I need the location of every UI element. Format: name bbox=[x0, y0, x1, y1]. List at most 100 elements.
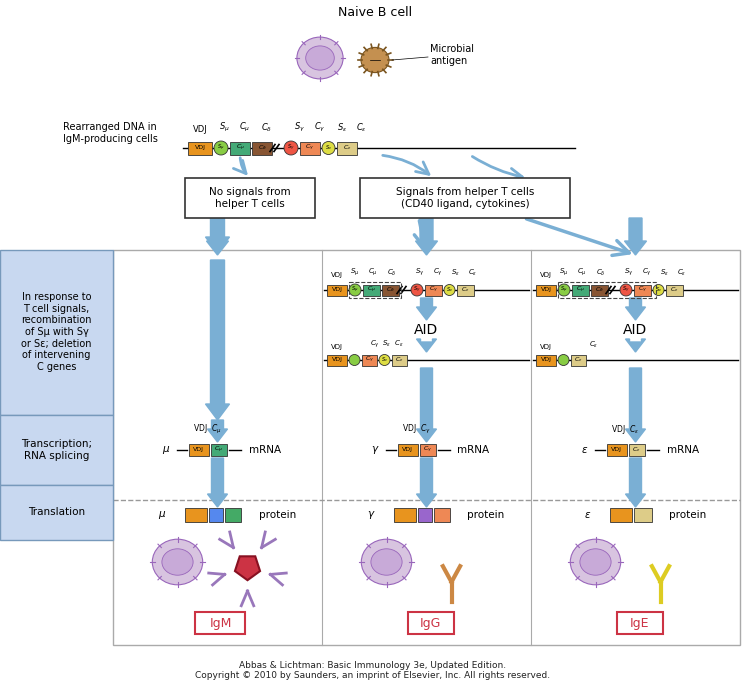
Text: AID: AID bbox=[415, 323, 438, 337]
Text: $C_\mu$: $C_\mu$ bbox=[368, 267, 378, 278]
Bar bbox=[300, 141, 320, 155]
Text: $S_\varepsilon$: $S_\varepsilon$ bbox=[446, 286, 453, 295]
Circle shape bbox=[214, 141, 228, 155]
Text: $S_\varepsilon$: $S_\varepsilon$ bbox=[660, 268, 669, 278]
Ellipse shape bbox=[580, 549, 611, 575]
Text: $C_\mu$: $C_\mu$ bbox=[577, 267, 587, 278]
Bar bbox=[425, 284, 442, 295]
FancyBboxPatch shape bbox=[616, 612, 663, 634]
Bar bbox=[113, 250, 740, 645]
Bar bbox=[394, 508, 415, 522]
Text: $C_\gamma$: $C_\gamma$ bbox=[365, 355, 374, 365]
Text: Translation: Translation bbox=[28, 507, 85, 517]
FancyArrow shape bbox=[625, 339, 645, 352]
Bar bbox=[363, 284, 380, 295]
Ellipse shape bbox=[570, 539, 621, 584]
Text: In response to
T cell signals,
recombination
of Sμ with Sγ
or Sε; deletion
of in: In response to T cell signals, recombina… bbox=[21, 292, 92, 372]
Bar bbox=[0, 415, 113, 485]
Text: $C_\varepsilon$: $C_\varepsilon$ bbox=[461, 286, 470, 295]
Text: $S_\gamma$: $S_\gamma$ bbox=[294, 121, 306, 134]
Text: $C_\delta$: $C_\delta$ bbox=[258, 144, 267, 153]
Ellipse shape bbox=[152, 539, 202, 584]
FancyArrow shape bbox=[417, 298, 436, 320]
Bar bbox=[420, 444, 436, 456]
Circle shape bbox=[379, 354, 390, 365]
Ellipse shape bbox=[162, 549, 193, 575]
Bar bbox=[0, 250, 113, 415]
Bar bbox=[591, 284, 608, 295]
Bar bbox=[666, 284, 683, 295]
Bar bbox=[230, 141, 250, 155]
Text: VDJ: VDJ bbox=[611, 447, 622, 452]
FancyArrow shape bbox=[625, 458, 645, 507]
Bar bbox=[572, 284, 589, 295]
Text: VDJ  $C_\mu$: VDJ $C_\mu$ bbox=[193, 423, 222, 436]
Circle shape bbox=[322, 141, 335, 155]
Bar bbox=[457, 284, 474, 295]
Bar bbox=[362, 354, 377, 365]
Bar bbox=[392, 354, 407, 365]
Text: $S_\gamma$: $S_\gamma$ bbox=[415, 267, 425, 278]
Text: $C_\delta$: $C_\delta$ bbox=[261, 122, 273, 134]
Circle shape bbox=[349, 284, 361, 296]
Bar bbox=[571, 354, 586, 365]
Text: Transcription;
RNA splicing: Transcription; RNA splicing bbox=[21, 439, 92, 461]
Text: $S_\varepsilon$: $S_\varepsilon$ bbox=[450, 268, 459, 278]
FancyBboxPatch shape bbox=[408, 612, 453, 634]
Text: VDJ: VDJ bbox=[540, 344, 552, 350]
Text: $\mu$: $\mu$ bbox=[158, 509, 167, 521]
FancyArrow shape bbox=[208, 458, 228, 507]
Circle shape bbox=[620, 284, 632, 296]
Bar bbox=[225, 508, 241, 522]
Bar bbox=[360, 178, 570, 218]
Text: $\gamma$: $\gamma$ bbox=[367, 509, 376, 521]
Text: $C_\gamma$  $S_\varepsilon$  $C_\varepsilon$: $C_\gamma$ $S_\varepsilon$ $C_\varepsilo… bbox=[371, 339, 404, 350]
Text: $S_\varepsilon$: $S_\varepsilon$ bbox=[381, 356, 388, 365]
Text: Rearranged DNA in
IgM-producing cells: Rearranged DNA in IgM-producing cells bbox=[63, 122, 158, 144]
Text: IgG: IgG bbox=[420, 617, 441, 629]
Bar bbox=[327, 354, 347, 365]
Text: VDJ: VDJ bbox=[193, 125, 208, 134]
Text: Signals from helper T cells
(CD40 ligand, cytokines): Signals from helper T cells (CD40 ligand… bbox=[396, 187, 534, 209]
Text: IgE: IgE bbox=[630, 617, 649, 629]
Text: $S_\gamma$: $S_\gamma$ bbox=[413, 285, 421, 295]
Text: Abbas & Lichtman: Basic Immunology 3e, Updated Edition.
Copyright © 2010 by Saun: Abbas & Lichtman: Basic Immunology 3e, U… bbox=[196, 661, 551, 680]
Text: $\gamma$: $\gamma$ bbox=[371, 444, 379, 456]
Text: $S_\mu$: $S_\mu$ bbox=[350, 267, 359, 278]
Text: $C_\delta$: $C_\delta$ bbox=[595, 286, 604, 295]
Text: $C_\gamma$: $C_\gamma$ bbox=[433, 267, 443, 278]
FancyArrow shape bbox=[208, 420, 228, 442]
Bar bbox=[185, 508, 206, 522]
Text: VDJ  $C_\varepsilon$: VDJ $C_\varepsilon$ bbox=[611, 423, 639, 436]
Ellipse shape bbox=[362, 539, 412, 584]
Bar bbox=[628, 444, 645, 456]
Text: $C_\varepsilon$: $C_\varepsilon$ bbox=[395, 356, 404, 365]
Text: $\varepsilon$: $\varepsilon$ bbox=[584, 510, 592, 520]
Bar bbox=[208, 508, 223, 522]
Text: VDJ: VDJ bbox=[540, 272, 552, 278]
Text: $C_\delta$: $C_\delta$ bbox=[596, 268, 606, 278]
Text: $C_\varepsilon$: $C_\varepsilon$ bbox=[589, 340, 598, 350]
Ellipse shape bbox=[371, 549, 402, 575]
Bar bbox=[185, 178, 315, 218]
FancyArrow shape bbox=[205, 218, 229, 253]
Text: VDJ: VDJ bbox=[541, 288, 551, 293]
Circle shape bbox=[284, 141, 298, 155]
Text: VDJ: VDJ bbox=[331, 272, 343, 278]
Circle shape bbox=[558, 284, 570, 296]
Text: $C_\mu$: $C_\mu$ bbox=[235, 143, 244, 153]
Bar bbox=[558, 282, 656, 298]
FancyArrow shape bbox=[206, 218, 229, 255]
Text: $S_\varepsilon$: $S_\varepsilon$ bbox=[325, 144, 332, 153]
Bar bbox=[418, 508, 432, 522]
Text: $C_\mu$: $C_\mu$ bbox=[239, 121, 251, 134]
Text: No signals from
helper T cells: No signals from helper T cells bbox=[209, 187, 291, 209]
Text: protein: protein bbox=[669, 510, 707, 520]
Bar bbox=[634, 284, 651, 295]
Text: mRNA: mRNA bbox=[249, 445, 281, 455]
Text: $C_\gamma$: $C_\gamma$ bbox=[638, 285, 647, 295]
Text: $\mu$: $\mu$ bbox=[162, 444, 170, 456]
Text: $C_\mu$: $C_\mu$ bbox=[214, 445, 223, 455]
Text: $S_\mu$: $S_\mu$ bbox=[219, 121, 229, 134]
Bar bbox=[382, 284, 399, 295]
